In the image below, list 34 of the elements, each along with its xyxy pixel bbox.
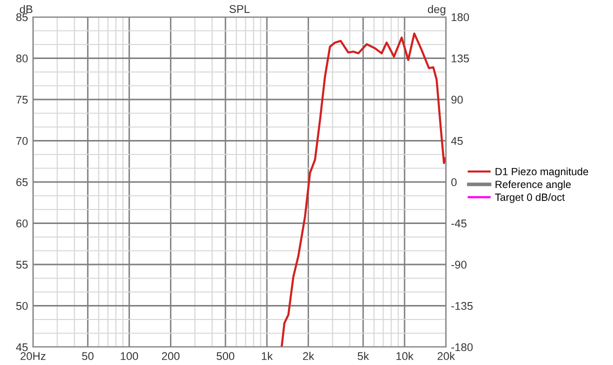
y-tick-label: 45 bbox=[16, 343, 28, 352]
y2-tick-label: -45 bbox=[451, 220, 466, 228]
y-tick-label: 55 bbox=[16, 260, 28, 269]
y-tick-label: 80 bbox=[16, 54, 28, 62]
y2-axis-title: deg bbox=[428, 4, 446, 16]
chart-title: SPL bbox=[230, 5, 250, 13]
legend-label: Target 0 dB/oct bbox=[495, 193, 565, 203]
x-tick-label: 20Hz bbox=[20, 352, 46, 360]
y-tick-label: 70 bbox=[16, 137, 28, 145]
x-tick-label: 200 bbox=[162, 352, 180, 360]
y2-tick-label: 45 bbox=[451, 137, 463, 145]
x-tick-label: 2k bbox=[303, 352, 314, 360]
legend-label: D1 Piezo magnitude bbox=[496, 168, 588, 178]
y2-tick-label: 180 bbox=[452, 13, 469, 22]
y-tick-label: 75 bbox=[16, 96, 28, 104]
legend-label: Reference angle bbox=[496, 180, 571, 190]
y2-tick-label: -135 bbox=[451, 302, 473, 310]
y2-tick-label: -90 bbox=[451, 260, 466, 269]
x-tick-label: 5k bbox=[358, 352, 369, 360]
y-tick-label: 60 bbox=[16, 220, 28, 228]
y-axis-title: dB bbox=[20, 4, 32, 14]
y-tick-label: 65 bbox=[16, 178, 28, 186]
y-tick-label: 85 bbox=[16, 13, 28, 22]
x-tick-label: 20k bbox=[438, 352, 455, 360]
x-tick-label: 1k bbox=[262, 352, 273, 360]
y2-tick-label: 135 bbox=[452, 54, 469, 62]
y2-tick-label: -180 bbox=[451, 343, 473, 352]
x-tick-label: 10k bbox=[396, 352, 414, 360]
y-tick-label: 50 bbox=[16, 302, 28, 310]
x-tick-label: 50 bbox=[82, 352, 94, 360]
y2-tick-label: 0 bbox=[451, 178, 457, 186]
x-tick-label: 100 bbox=[120, 352, 138, 360]
x-tick-label: 500 bbox=[216, 352, 234, 360]
y2-tick-label: 90 bbox=[451, 96, 463, 104]
